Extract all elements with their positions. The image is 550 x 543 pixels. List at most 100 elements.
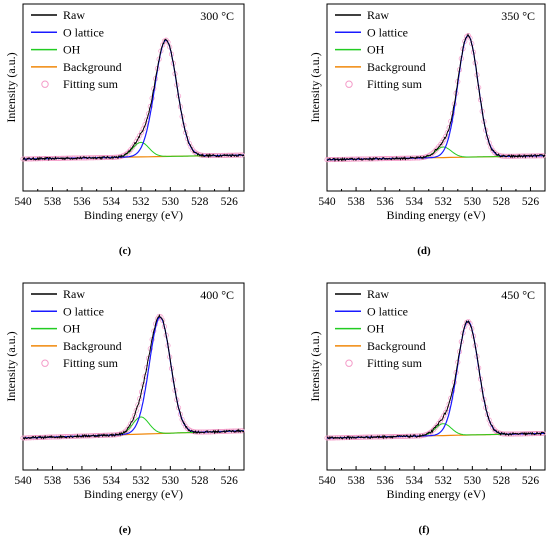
x-tick-label: 528 [191, 196, 209, 208]
fitting-sum-point [140, 381, 146, 388]
legend-label-o-lattice: O lattice [367, 25, 408, 39]
x-tick-label: 536 [73, 475, 91, 487]
x-tick-label: 528 [493, 475, 511, 487]
x-tick-label: 526 [221, 196, 239, 208]
legend-label-fitting-sum: Fitting sum [367, 356, 423, 370]
x-tick-label: 540 [14, 196, 32, 208]
legend: Raw O lattice OH Background Fitting sum [31, 8, 122, 91]
fitting-sum-point [467, 321, 473, 327]
legend-marker-fitting-sum [345, 359, 353, 367]
x-tick-label: 536 [377, 475, 395, 487]
raw-line [326, 33, 546, 163]
legend-label-raw: Raw [367, 8, 389, 22]
panel-letter: (f) [419, 524, 430, 536]
fitting-sum-point [444, 406, 450, 412]
x-tick-label: 536 [377, 196, 395, 208]
x-tick-label: 528 [191, 475, 209, 487]
fitting-sum-point [467, 35, 473, 41]
x-tick-label: 534 [103, 475, 121, 487]
panel-f: 540 538 536 534 532 530 528 526 Binding energy (… [308, 282, 546, 501]
raw-line [22, 38, 245, 162]
legend-label-oh: OH [63, 322, 81, 336]
fitting-sum-point [130, 417, 136, 423]
fitting-sum-point [147, 104, 153, 110]
y-axis-label: Intensity (a.u.) [4, 52, 18, 122]
fitting-sum-point [140, 126, 146, 132]
x-tick-label: 538 [44, 475, 62, 487]
fitting-sum-series [20, 37, 245, 162]
x-tick-label: 540 [318, 196, 336, 208]
fitting-sum-point [188, 144, 194, 150]
legend-label-oh: OH [367, 322, 385, 336]
x-tick-label: 540 [14, 475, 32, 487]
fitting-sum-point [486, 417, 492, 423]
legend-label-background: Background [63, 60, 122, 74]
plot-frame [326, 3, 546, 192]
x-tick-label: 532 [435, 196, 453, 208]
x-tick-label: 538 [44, 196, 62, 208]
legend-label-background: Background [63, 339, 122, 353]
x-tick-label: 532 [132, 475, 150, 487]
x-tick-label: 532 [435, 475, 453, 487]
legend-label-oh: OH [63, 43, 81, 57]
fitting-sum-point [130, 144, 136, 150]
temperature-label: 350 °C [501, 9, 535, 23]
x-tick-label: 532 [132, 196, 150, 208]
fitting-sum-point [122, 428, 129, 434]
legend-label-fitting-sum: Fitting sum [63, 356, 119, 370]
legend-label-o-lattice: O lattice [63, 304, 104, 318]
panel-letter: (d) [417, 245, 431, 257]
legend-marker-fitting-sum [41, 80, 49, 88]
y-axis-label: Intensity (a.u.) [4, 331, 18, 401]
legend-label-fitting-sum: Fitting sum [63, 77, 119, 91]
legend-label-background: Background [367, 60, 426, 74]
x-tick-label: 526 [522, 196, 540, 208]
o-lattice-line [327, 35, 545, 161]
legend: Raw O lattice OH Background Fitting sum [335, 287, 426, 370]
x-tick-label: 536 [73, 196, 91, 208]
x-tick-label: 538 [347, 475, 365, 487]
x-axis-label: Binding energy (eV) [386, 208, 485, 222]
plot-frame [326, 282, 546, 471]
x-tick-label: 534 [406, 475, 424, 487]
panel-letter: (c) [119, 245, 132, 257]
legend-label-raw: Raw [63, 287, 85, 301]
x-tick-label: 534 [406, 196, 424, 208]
x-tick-label: 526 [522, 475, 540, 487]
x-axis-label: Binding energy (eV) [386, 487, 485, 501]
fitting-sum-point [430, 149, 436, 156]
legend-label-background: Background [367, 339, 426, 353]
legend-label-raw: Raw [63, 8, 85, 22]
legend-label-raw: Raw [367, 287, 389, 301]
legend-marker-fitting-sum [345, 80, 353, 88]
x-tick-label: 530 [464, 475, 482, 487]
legend: Raw O lattice OH Background Fitting sum [335, 8, 426, 91]
legend-label-oh: OH [367, 43, 385, 57]
panel-d: 540 538 536 534 532 530 528 526 Binding energy (… [308, 3, 546, 222]
x-tick-label: 540 [318, 475, 336, 487]
fitting-sum-point [131, 413, 137, 419]
x-axis-label: Binding energy (eV) [84, 208, 183, 222]
raw-line [22, 313, 245, 440]
legend-label-o-lattice: O lattice [367, 304, 408, 318]
panel-letter: (e) [119, 524, 132, 536]
fitting-sum-point [486, 140, 492, 146]
temperature-label: 450 °C [501, 288, 535, 302]
o-lattice-line [327, 320, 545, 439]
raw-line [326, 319, 546, 441]
x-tick-label: 530 [464, 196, 482, 208]
x-tick-label: 526 [221, 475, 239, 487]
fitting-sum-point [133, 139, 139, 145]
fitting-sum-series [324, 318, 546, 441]
x-tick-label: 530 [162, 196, 180, 208]
x-tick-label: 530 [162, 475, 180, 487]
y-axis-label: Intensity (a.u.) [308, 52, 322, 122]
fitting-sum-point [135, 402, 141, 408]
o-lattice-line [23, 39, 244, 160]
fitting-sum-point [165, 39, 171, 45]
legend-label-o-lattice: O lattice [63, 25, 104, 39]
fitting-sum-series [324, 33, 546, 163]
fitting-sum-point [439, 139, 445, 145]
